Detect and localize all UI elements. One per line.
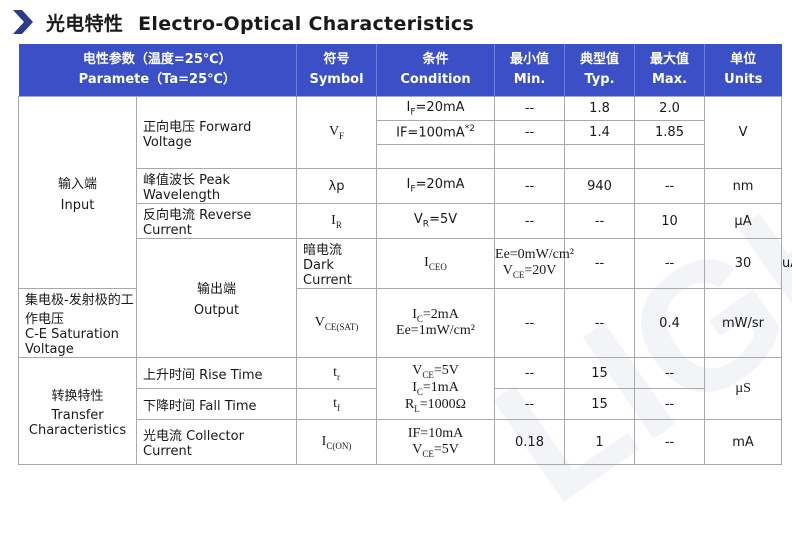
group-input: 输入端 Input xyxy=(18,96,137,289)
max-lp: -- xyxy=(634,168,706,204)
empty-cell xyxy=(564,144,636,169)
header-typ: 典型值 Typ. xyxy=(564,44,635,97)
table-row: 输出端 Output 暗电流 Dark Current ICEO Ee=0mW/… xyxy=(19,238,792,358)
typ-tr: 15 xyxy=(564,357,636,389)
max-tf: -- xyxy=(634,388,706,420)
cond-vcesat: IC=2mA Ee=1mW/cm² xyxy=(376,288,496,358)
param-rise-time: 上升时间 Rise Time xyxy=(135,357,298,389)
typ-lp: 940 xyxy=(564,168,636,204)
symbol-iceo: ICEO xyxy=(376,238,496,289)
table-row: 峰值波长 Peak Wavelength λp IF=20mA -- 940 -… xyxy=(19,168,783,204)
section-title: 光电特性 Electro-Optical Characteristics xyxy=(46,12,475,35)
cond-vf-2: IF=100mA*2 xyxy=(376,120,496,145)
cond-lp: IF=20mA xyxy=(376,168,496,204)
param-ce-saturation: 集电极-发射极的工作电压 C-E Saturation Voltage xyxy=(18,288,137,358)
unit-switching: µS xyxy=(704,357,783,420)
cond-vf-1: IF=20mA xyxy=(376,96,496,121)
symbol-lp: λp xyxy=(296,168,378,204)
table-row: 转换特性 Transfer Characteristics 上升时间 Rise … xyxy=(18,357,783,465)
cond-ir: VR=5V xyxy=(376,203,496,239)
table-row: 反向电流 Reverse Current IR VR=5V -- -- 10 µ… xyxy=(19,203,783,239)
min-iceo: -- xyxy=(564,238,636,289)
header-symbol: 符号 Symbol xyxy=(296,44,377,97)
max-ir: 10 xyxy=(634,203,706,239)
min-ir: -- xyxy=(494,203,566,239)
param-dark-current: 暗电流 Dark Current xyxy=(296,238,378,289)
empty-cell xyxy=(494,144,566,169)
unit-ir: µA xyxy=(704,203,783,239)
unit-vf: V xyxy=(704,96,783,169)
electro-optical-table: 电性参数（温度=25℃） Paramete（Ta=25℃） 符号 Symbol … xyxy=(18,44,792,465)
typ-tf: 15 xyxy=(564,388,636,420)
min-vf-1: -- xyxy=(494,96,566,121)
symbol-ic: IC(ON) xyxy=(296,419,378,465)
unit-vcesat: mW/sr xyxy=(704,288,783,358)
cond-ic: IF=10mA VCE=5V xyxy=(376,419,496,465)
min-vf-2: -- xyxy=(494,120,566,145)
symbol-vcesat: VCE(SAT) xyxy=(296,288,378,358)
max-vf-2: 1.85 xyxy=(634,120,706,145)
typ-ir: -- xyxy=(564,203,636,239)
cond-iceo: Ee=0mW/cm² VCE=20V xyxy=(494,238,574,289)
empty-cell xyxy=(376,144,496,169)
typ-ic: 1 xyxy=(564,419,636,465)
param-fall-time: 下降时间 Fall Time xyxy=(135,388,298,420)
min-ic: 0.18 xyxy=(494,419,566,465)
param-collector-current: 光电流 Collector Current xyxy=(135,419,298,465)
section-title-bar: 光电特性 Electro-Optical Characteristics xyxy=(10,6,474,38)
max-iceo: 30 xyxy=(704,238,783,289)
unit-lp: nm xyxy=(704,168,783,204)
symbol-ir: IR xyxy=(296,203,378,239)
group-transfer: 转换特性 Transfer Characteristics xyxy=(18,357,137,465)
header-row: 电性参数（温度=25℃） Paramete（Ta=25℃） 符号 Symbol … xyxy=(18,44,782,97)
header-condition: 条件 Condition xyxy=(376,44,495,97)
header-parameter: 电性参数（温度=25℃） Paramete（Ta=25℃） xyxy=(18,44,297,97)
empty-cell xyxy=(634,144,706,169)
max-ic: -- xyxy=(634,419,706,465)
table-row: 集电极-发射极的工作电压 C-E Saturation Voltage VCE(… xyxy=(18,288,783,358)
symbol-tf: tf xyxy=(296,388,378,420)
max-vcesat: 0.4 xyxy=(634,288,706,358)
min-tf: -- xyxy=(494,388,566,420)
cond-switching: VCE=5V IC=1mA RL=1000Ω xyxy=(376,357,496,420)
symbol-tr: tr xyxy=(296,357,378,389)
unit-ic: mA xyxy=(704,419,783,465)
typ-iceo: -- xyxy=(634,238,706,289)
header-max: 最大值 Max. xyxy=(634,44,705,97)
typ-vf-1: 1.8 xyxy=(564,96,636,121)
max-tr: -- xyxy=(634,357,706,389)
table-row: 下降时间 Fall Time tf -- 15 -- xyxy=(19,388,782,420)
header-units: 单位 Units xyxy=(704,44,782,97)
param-reverse-current: 反向电流 Reverse Current xyxy=(135,203,298,239)
symbol-vf: VF xyxy=(296,96,378,169)
typ-vf-2: 1.4 xyxy=(564,120,636,145)
table-row xyxy=(19,144,782,169)
min-vcesat: -- xyxy=(494,288,566,358)
typ-vcesat: -- xyxy=(564,288,636,358)
param-peak-wavelength: 峰值波长 Peak Wavelength xyxy=(135,168,298,204)
table-row: IF=100mA*2 -- 1.4 1.85 xyxy=(19,120,782,145)
group-output: 输出端 Output xyxy=(135,238,298,358)
param-forward-voltage: 正向电压 Forward Voltage xyxy=(135,96,298,169)
header-min: 最小值 Min. xyxy=(494,44,565,97)
min-tr: -- xyxy=(494,357,566,389)
table-row: 输入端 Input 正向电压 Forward Voltage VF IF=20m… xyxy=(18,96,783,289)
min-lp: -- xyxy=(494,168,566,204)
chevron-right-icon xyxy=(13,10,33,34)
max-vf-1: 2.0 xyxy=(634,96,706,121)
